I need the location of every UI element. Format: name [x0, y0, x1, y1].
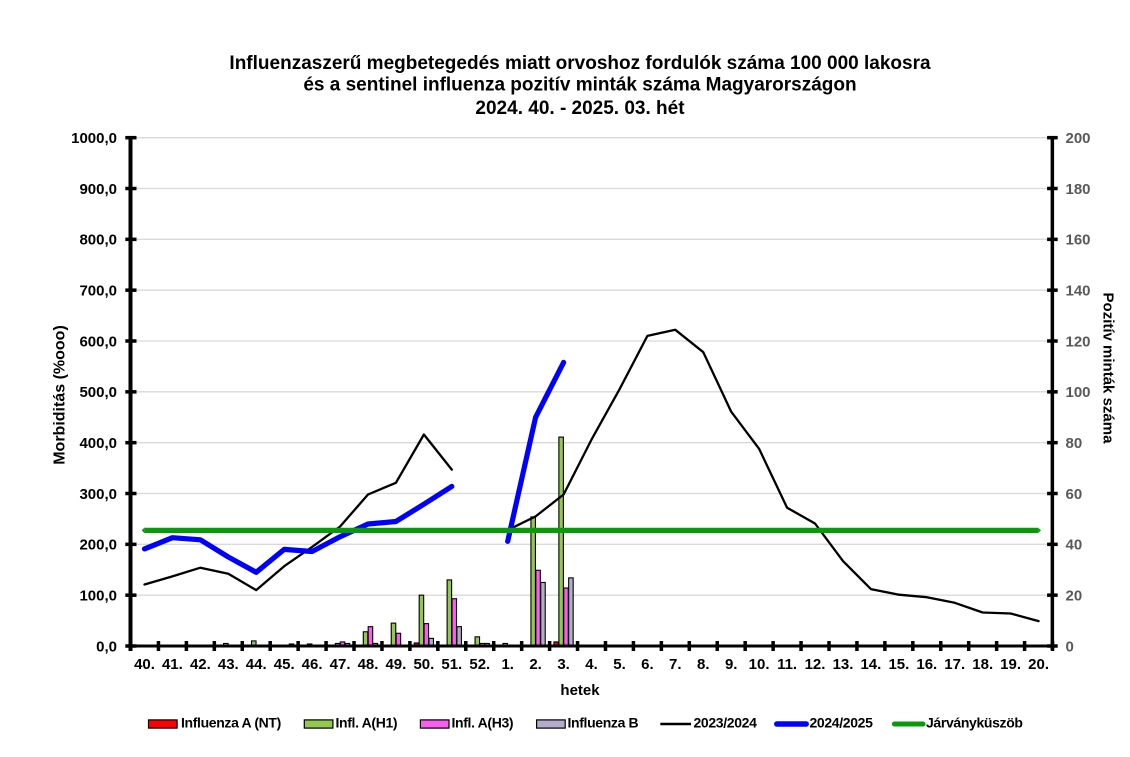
svg-text:5.: 5. [613, 656, 626, 673]
svg-text:47.: 47. [330, 656, 351, 673]
svg-text:hetek: hetek [560, 682, 600, 699]
svg-text:40: 40 [1066, 537, 1083, 554]
svg-text:140: 140 [1066, 283, 1091, 300]
svg-text:40.: 40. [134, 656, 155, 673]
svg-text:14.: 14. [860, 656, 881, 673]
svg-text:1.: 1. [501, 656, 514, 673]
svg-text:0,0: 0,0 [96, 638, 117, 655]
svg-text:400,0: 400,0 [79, 435, 117, 452]
svg-text:52.: 52. [469, 656, 490, 673]
svg-text:20: 20 [1066, 588, 1083, 605]
svg-text:18.: 18. [972, 656, 993, 673]
svg-text:900,0: 900,0 [79, 181, 117, 198]
svg-text:45.: 45. [274, 656, 295, 673]
svg-text:180: 180 [1066, 181, 1091, 198]
svg-text:2024. 40. - 2025. 03. hét: 2024. 40. - 2025. 03. hét [475, 98, 685, 119]
svg-text:2024/2025: 2024/2025 [810, 714, 874, 730]
svg-text:Infl. A(H3): Infl. A(H3) [452, 714, 514, 730]
svg-text:Járványküszöb: Járványküszöb [926, 714, 1023, 730]
svg-text:10.: 10. [749, 656, 770, 673]
svg-text:16.: 16. [916, 656, 937, 673]
svg-text:11.: 11. [777, 656, 797, 673]
svg-text:Influenzaszerű megbetegedés mi: Influenzaszerű megbetegedés miatt orvosh… [229, 53, 931, 74]
svg-text:15.: 15. [888, 656, 909, 673]
svg-text:1000,0: 1000,0 [71, 130, 117, 147]
svg-text:2023/2024: 2023/2024 [694, 714, 758, 730]
svg-text:4.: 4. [585, 656, 598, 673]
svg-text:12.: 12. [805, 656, 826, 673]
svg-text:46.: 46. [302, 656, 323, 673]
svg-text:13.: 13. [833, 656, 854, 673]
svg-text:50.: 50. [413, 656, 434, 673]
svg-text:60: 60 [1066, 486, 1083, 503]
svg-text:42.: 42. [190, 656, 211, 673]
svg-text:Pozitív minták száma: Pozitív minták száma [1100, 293, 1117, 445]
svg-text:300,0: 300,0 [79, 486, 117, 503]
svg-text:3.: 3. [557, 656, 570, 673]
svg-text:8.: 8. [697, 656, 710, 673]
svg-text:19.: 19. [1000, 656, 1021, 673]
svg-text:43.: 43. [218, 656, 239, 673]
svg-text:7.: 7. [669, 656, 682, 673]
svg-text:160: 160 [1066, 232, 1091, 249]
svg-text:0: 0 [1066, 638, 1074, 655]
svg-text:9.: 9. [725, 656, 738, 673]
svg-text:200: 200 [1066, 130, 1091, 147]
svg-text:700,0: 700,0 [79, 283, 117, 300]
svg-text:120: 120 [1066, 333, 1091, 350]
svg-text:Infl. A(H1): Infl. A(H1) [336, 714, 398, 730]
svg-text:Morbiditás (%ooo): Morbiditás (%ooo) [52, 325, 69, 465]
svg-text:20.: 20. [1028, 656, 1049, 673]
svg-text:2.: 2. [529, 656, 542, 673]
svg-text:41.: 41. [162, 656, 183, 673]
svg-text:Influenza B: Influenza B [568, 714, 639, 730]
svg-text:200,0: 200,0 [79, 537, 117, 554]
svg-text:48.: 48. [358, 656, 379, 673]
svg-text:Influenza A (NT): Influenza A (NT) [181, 714, 281, 730]
svg-text:44.: 44. [246, 656, 267, 673]
svg-text:800,0: 800,0 [79, 232, 117, 249]
svg-text:600,0: 600,0 [79, 333, 117, 350]
svg-text:51.: 51. [441, 656, 462, 673]
svg-text:6.: 6. [641, 656, 654, 673]
svg-text:100,0: 100,0 [79, 588, 117, 605]
svg-text:49.: 49. [385, 656, 406, 673]
svg-text:500,0: 500,0 [79, 384, 117, 401]
svg-text:100: 100 [1066, 384, 1091, 401]
svg-text:17.: 17. [944, 656, 965, 673]
svg-text:80: 80 [1066, 435, 1083, 452]
svg-text:és a sentinel influenza pozití: és a sentinel influenza pozitív minták s… [303, 75, 856, 96]
